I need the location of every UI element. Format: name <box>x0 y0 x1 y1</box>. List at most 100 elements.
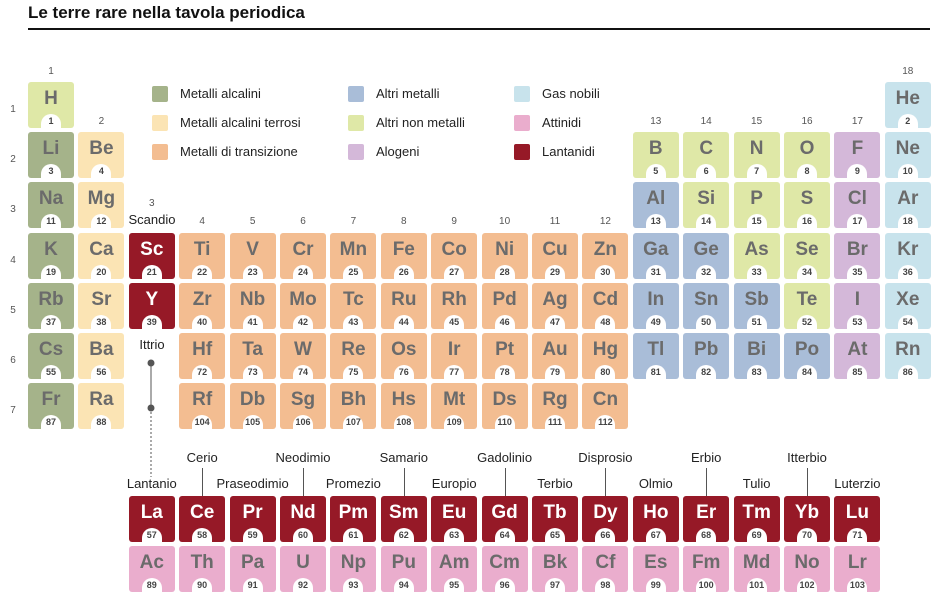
element-symbol: Ir <box>447 339 461 360</box>
atomic-number: 49 <box>645 314 666 329</box>
element-ru: Ru 44 <box>380 282 427 329</box>
element-symbol: Ne <box>895 138 920 160</box>
atomic-number: 82 <box>696 365 717 379</box>
element-symbol: Si <box>697 188 716 210</box>
element-symbol: He <box>895 88 920 109</box>
lanthanum-connector <box>147 359 155 477</box>
atomic-number: 26 <box>393 264 414 279</box>
period-label-5: 5 <box>10 304 16 316</box>
element-symbol: Cm <box>489 552 520 573</box>
legend-swatch <box>348 115 364 131</box>
atomic-number: 70 <box>797 528 817 542</box>
element-fe: Fe 26 <box>380 232 427 279</box>
atomic-number: 97 <box>545 578 565 592</box>
element-ar: Ar 18 <box>884 182 931 229</box>
group-label-8: 8 <box>401 216 407 227</box>
atomic-number: 45 <box>444 314 465 329</box>
atomic-number: 43 <box>343 314 364 329</box>
atomic-number: 55 <box>41 365 61 379</box>
element-symbol: Ru <box>391 288 417 310</box>
atomic-number: 32 <box>696 264 717 279</box>
element-ge: Ge 32 <box>683 232 730 279</box>
element-sr: Sr 38 <box>78 282 125 329</box>
element-symbol: Bi <box>747 339 767 360</box>
element-bk: Bk 97 <box>532 546 578 592</box>
element-rf: Rf 104 <box>179 383 226 430</box>
atomic-number: 85 <box>847 365 868 379</box>
element-symbol: Rn <box>895 339 921 360</box>
element-symbol: Pr <box>242 502 263 523</box>
group-label-15: 15 <box>751 116 763 127</box>
atomic-number: 110 <box>494 415 515 430</box>
element-symbol: Nd <box>290 502 316 523</box>
lanthanide-name-tm: Tulio <box>742 476 771 491</box>
atomic-number: 52 <box>797 314 817 329</box>
atomic-number: 58 <box>192 528 213 542</box>
name-leader-line <box>807 468 808 496</box>
atomic-number: 78 <box>494 365 515 379</box>
atomic-number: 79 <box>545 365 565 379</box>
element-symbol: Sm <box>389 502 419 523</box>
atomic-number: 37 <box>41 314 61 329</box>
element-u: U 92 <box>280 546 326 592</box>
element-zn: Zn 30 <box>582 232 629 279</box>
atomic-number: 7 <box>746 164 767 179</box>
element-hg: Hg 80 <box>582 333 629 379</box>
element-ga: Ga 31 <box>632 232 679 279</box>
element-i: I 53 <box>834 282 881 329</box>
atomic-number: 71 <box>847 528 868 542</box>
element-symbol: No <box>794 552 820 573</box>
atomic-number: 105 <box>242 415 263 430</box>
legend-swatch <box>514 115 530 131</box>
atomic-number: 22 <box>192 264 213 279</box>
element-symbol: Sr <box>91 288 112 310</box>
element-cf: Cf 98 <box>582 546 629 592</box>
element-symbol: Ba <box>89 339 114 360</box>
element-symbol: Os <box>391 339 417 360</box>
element-bi: Bi 83 <box>733 333 780 379</box>
element-mg: Mg 12 <box>78 182 125 229</box>
period-label-3: 3 <box>10 204 16 216</box>
name-leader-line <box>504 468 506 496</box>
element-symbol: Kr <box>897 238 919 260</box>
element-th: Th 90 <box>179 546 226 592</box>
element-symbol: Db <box>239 389 266 411</box>
element-zr: Zr 40 <box>179 282 226 329</box>
element-ca: Ca 20 <box>78 232 125 279</box>
atomic-number: 63 <box>444 528 465 542</box>
atomic-number: 92 <box>293 578 313 592</box>
atomic-number: 101 <box>746 578 767 592</box>
name-leader-line <box>706 468 708 496</box>
element-symbol: Cr <box>292 238 314 260</box>
element-symbol: Li <box>42 138 60 160</box>
element-es: Es 99 <box>632 546 679 592</box>
element-symbol: Br <box>846 238 868 260</box>
atomic-number: 59 <box>242 528 263 542</box>
element-er: Er 68 <box>683 496 730 542</box>
element-symbol: Pd <box>492 288 517 310</box>
name-leader-line <box>403 468 405 496</box>
element-ni: Ni 28 <box>481 232 528 279</box>
atomic-number: 23 <box>242 264 263 279</box>
element-symbol: H <box>44 88 58 109</box>
element-ti: Ti 22 <box>179 232 226 279</box>
atomic-number: 57 <box>141 528 162 542</box>
lanthanide-name-er: Erbio <box>691 450 722 465</box>
element-fm: Fm 100 <box>683 546 730 592</box>
element-symbol: Hs <box>391 389 416 411</box>
element-be: Be 4 <box>78 132 125 179</box>
atomic-number: 8 <box>797 164 817 179</box>
atomic-number: 54 <box>897 314 918 329</box>
element-symbol: V <box>246 238 259 260</box>
element-symbol: Na <box>38 188 64 210</box>
atomic-number: 1 <box>41 114 61 128</box>
group-label-18: 18 <box>902 66 914 77</box>
element-symbol: Tl <box>647 339 665 360</box>
atomic-number: 51 <box>746 314 767 329</box>
element-symbol: Eu <box>442 502 467 523</box>
period-label-4: 4 <box>10 254 16 266</box>
